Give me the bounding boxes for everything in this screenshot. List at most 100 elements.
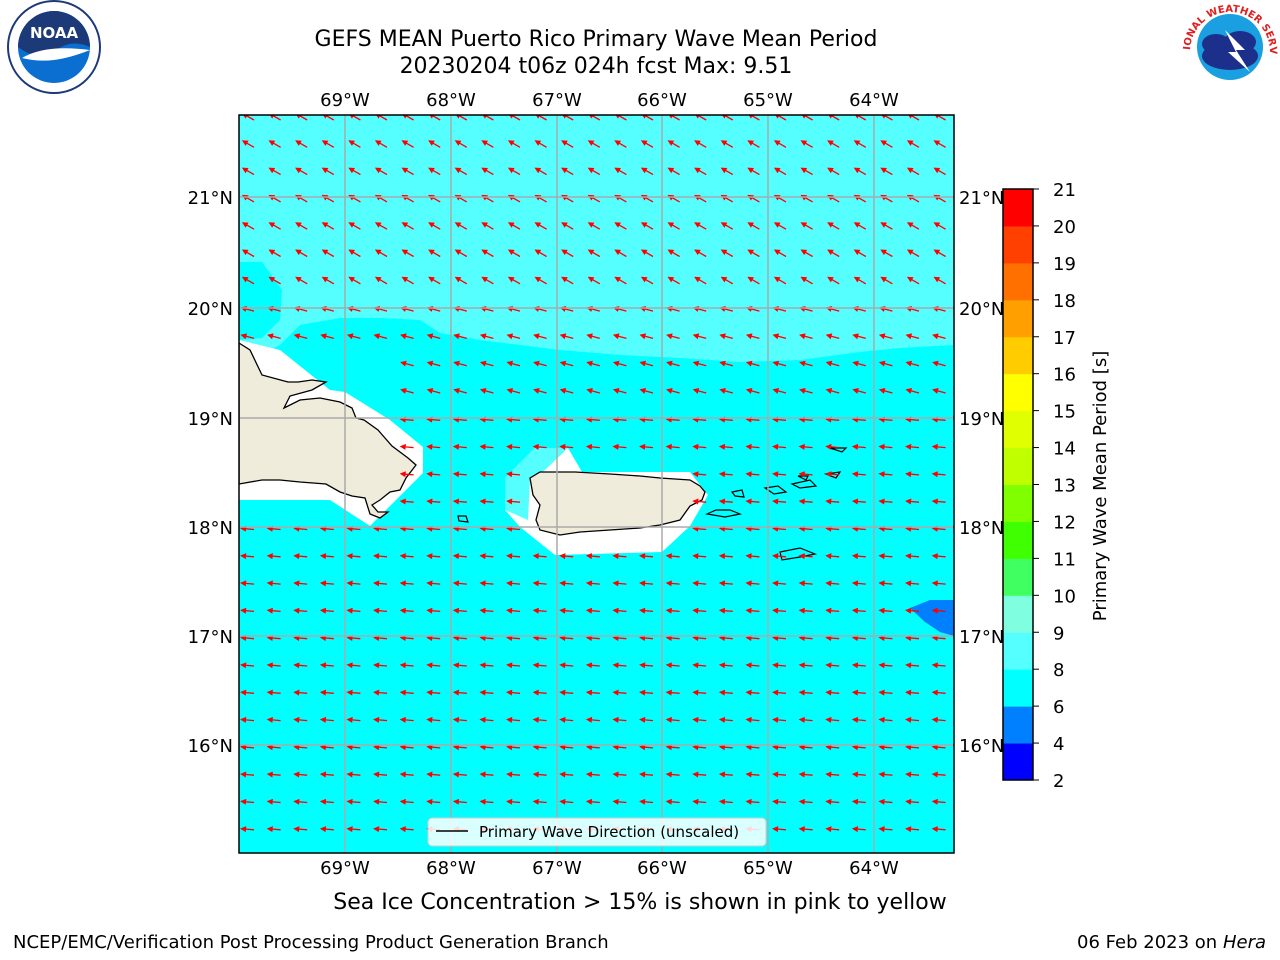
wave-direction-arrowhead [585, 716, 593, 723]
wave-direction-arrowhead [319, 826, 327, 833]
wave-direction-arrowhead [585, 662, 593, 669]
wave-direction-arrowhead [534, 276, 542, 283]
wave-direction-arrowhead [268, 222, 276, 228]
colorbar-segment [1003, 521, 1033, 559]
wave-direction-arrowhead [825, 553, 832, 560]
wave-direction-arrowhead [479, 580, 486, 587]
wave-direction-arrowhead [374, 140, 382, 146]
wave-direction-arrowhead [905, 771, 912, 778]
noaa-logo-text: NOAA [30, 24, 79, 42]
footer-date: 06 Feb 2023 on Hera [1077, 932, 1266, 953]
wave-direction-arrowhead [534, 140, 542, 146]
lat-label-right: 17°N [959, 627, 1004, 648]
wave-direction-arrowhead [479, 443, 486, 450]
wave-direction-arrowhead [718, 471, 726, 478]
wave-direction-arrowhead [931, 607, 938, 614]
wave-direction-arrowhead [534, 249, 542, 256]
wave-direction-arrowhead [878, 388, 886, 394]
wave-direction-arrowhead [426, 388, 434, 394]
wave-direction-arrowhead [322, 115, 328, 119]
wave-direction-arrowhead [773, 140, 781, 146]
wave-direction-arrowhead [825, 443, 832, 450]
wave-direction-arrowhead [240, 662, 247, 669]
wave-direction-arrowhead [748, 115, 754, 119]
wave-direction-arrowhead [532, 716, 539, 723]
wave-direction-arrowhead [798, 771, 805, 778]
lon-label-bottom: 67°W [532, 858, 582, 879]
wave-direction-arrowhead [718, 607, 726, 614]
wave-direction-arrowhead [588, 115, 594, 119]
wave-direction-arrowhead [268, 140, 276, 146]
lat-label-right: 19°N [959, 409, 1004, 430]
wave-direction-arrowhead [509, 115, 514, 119]
wave-direction-arrowhead [718, 716, 726, 723]
wave-direction-arrowhead [401, 140, 409, 146]
wave-direction-arrowhead [266, 607, 273, 614]
wave-direction-arrowhead [614, 167, 621, 174]
wave-direction-arrowhead [772, 771, 779, 778]
wave-direction-arrowhead [825, 388, 833, 394]
wave-direction-arrowhead [692, 388, 700, 394]
wave-direction-arrowhead [905, 689, 912, 696]
wave-direction-arrowhead [479, 607, 486, 614]
wave-direction-arrowhead [931, 771, 938, 778]
wave-direction-arrowhead [481, 222, 488, 228]
wave-direction-arrowhead [772, 689, 779, 696]
wave-direction-arrowhead [293, 771, 300, 778]
colorbar-segment [1003, 262, 1033, 301]
wave-direction-arrowhead [880, 276, 887, 283]
wave-direction-arrowhead [800, 140, 808, 146]
wave-direction-arrowhead [295, 222, 302, 228]
wave-direction-arrowhead [827, 276, 834, 283]
wave-direction-arrowhead [931, 580, 938, 587]
wave-direction-arrowhead [240, 580, 247, 587]
wave-direction-arrowhead [321, 167, 329, 174]
wave-direction-arrowhead [692, 443, 699, 450]
wave-direction-arrowhead [639, 580, 646, 587]
wave-direction-arrowhead [426, 360, 434, 367]
wave-direction-arrowhead [906, 276, 914, 283]
wave-direction-arrowhead [612, 798, 619, 805]
wave-direction-arrowhead [240, 607, 247, 614]
wave-direction-arrowhead [639, 388, 647, 394]
wave-direction-arrowhead [614, 249, 621, 256]
wave-direction-arrowhead [452, 607, 460, 614]
wave-direction-arrowhead [905, 798, 912, 805]
wave-direction-arrowhead [906, 167, 914, 174]
wave-direction-arrowhead [559, 607, 566, 614]
wave-direction-arrowhead [905, 333, 913, 340]
wave-direction-arrowhead [243, 115, 248, 119]
wave-direction-arrowhead [745, 360, 753, 367]
colorbar-segment [1003, 225, 1033, 264]
wave-direction-arrowhead [481, 167, 488, 174]
wave-direction-arrowhead [772, 471, 779, 478]
wave-direction-arrowhead [561, 222, 568, 228]
wave-direction-arrowhead [376, 115, 381, 119]
colorbar-segment [1003, 410, 1033, 449]
wave-direction-arrowhead [614, 140, 621, 146]
wave-direction-arrowhead [587, 249, 595, 256]
wave-direction-arrowhead [240, 771, 247, 778]
wave-direction-arrowhead [453, 388, 460, 394]
wave-direction-arrowhead [266, 826, 273, 833]
wave-direction-arrowhead [586, 360, 593, 367]
wave-direction-arrowhead [747, 167, 754, 174]
wave-direction-arrowhead [587, 140, 595, 146]
wave-direction-arrowhead [718, 553, 726, 560]
wave-direction-arrowhead [933, 167, 941, 174]
wave-direction-arrowhead [931, 716, 938, 723]
map-legend: Primary Wave Direction (unscaled) [427, 817, 767, 847]
wave-direction-arrowhead [798, 607, 805, 614]
wave-direction-arrowhead [668, 115, 674, 119]
wave-direction-arrowhead [506, 771, 513, 778]
wave-direction-arrowhead [479, 716, 486, 723]
wave-direction-arrowhead [374, 276, 382, 283]
wave-direction-arrowhead [319, 553, 327, 560]
wave-direction-arrowhead [639, 607, 646, 614]
wave-direction-arrowhead [532, 771, 539, 778]
wave-direction-arrowhead [399, 553, 406, 560]
wave-direction-arrowhead [878, 607, 885, 614]
wave-direction-arrowhead [587, 276, 595, 283]
wave-direction-arrowhead [827, 167, 834, 174]
